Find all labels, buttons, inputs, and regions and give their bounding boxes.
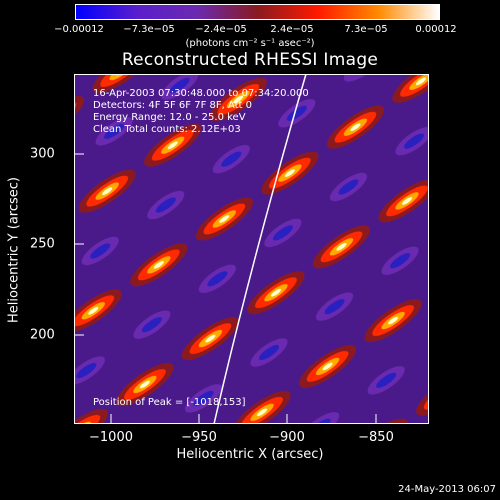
peak-position: Position of Peak = [-1018,153] (93, 397, 246, 408)
plot-frame (74, 74, 429, 424)
time-range: 16-Apr-2003 07:30:48.000 to 07:34:20.000 (93, 88, 309, 99)
energy-range: Energy Range: 12.0 - 25.0 keV (93, 112, 246, 123)
x-tick: −900 (269, 430, 305, 445)
x-tick: −950 (181, 430, 217, 445)
colorbar-tick: −7.3e−05 (123, 24, 175, 35)
x-tick: −1000 (89, 430, 133, 445)
y-tick: 250 (30, 236, 55, 252)
y-tick: 200 (30, 327, 55, 343)
y-tick: 300 (30, 146, 55, 162)
colorbar-tick: 0.00012 (415, 24, 457, 35)
colorbar-units: (photons cm⁻² s⁻¹ asec⁻²) (185, 38, 315, 49)
render-timestamp: 24-May-2013 06:07 (398, 484, 496, 495)
y-axis-label: Heliocentric Y (arcsec) (6, 177, 22, 323)
image-data (74, 74, 429, 424)
colorbar-tick: −2.4e−05 (195, 24, 247, 35)
solar-image-plot (74, 74, 429, 424)
image-title: Reconstructed RHESSI Image (121, 50, 379, 70)
colorbar-tick: 7.3e−05 (344, 24, 388, 35)
x-axis-label: Heliocentric X (arcsec) (176, 447, 324, 462)
clean-total-counts: Clean Total counts: 2.12E+03 (93, 124, 241, 135)
colorbar-tick: 2.4e−05 (270, 24, 314, 35)
colorbar (75, 4, 440, 20)
image-info: 16-Apr-2003 07:30:48.000 to 07:34:20.000… (93, 88, 309, 136)
x-tick: −850 (358, 430, 394, 445)
solar-limb-line (213, 74, 307, 424)
detectors: Detectors: 4F 5F 6F 7F 8F, Att 0 (93, 100, 253, 111)
colorbar-tick: −0.00012 (54, 24, 104, 35)
